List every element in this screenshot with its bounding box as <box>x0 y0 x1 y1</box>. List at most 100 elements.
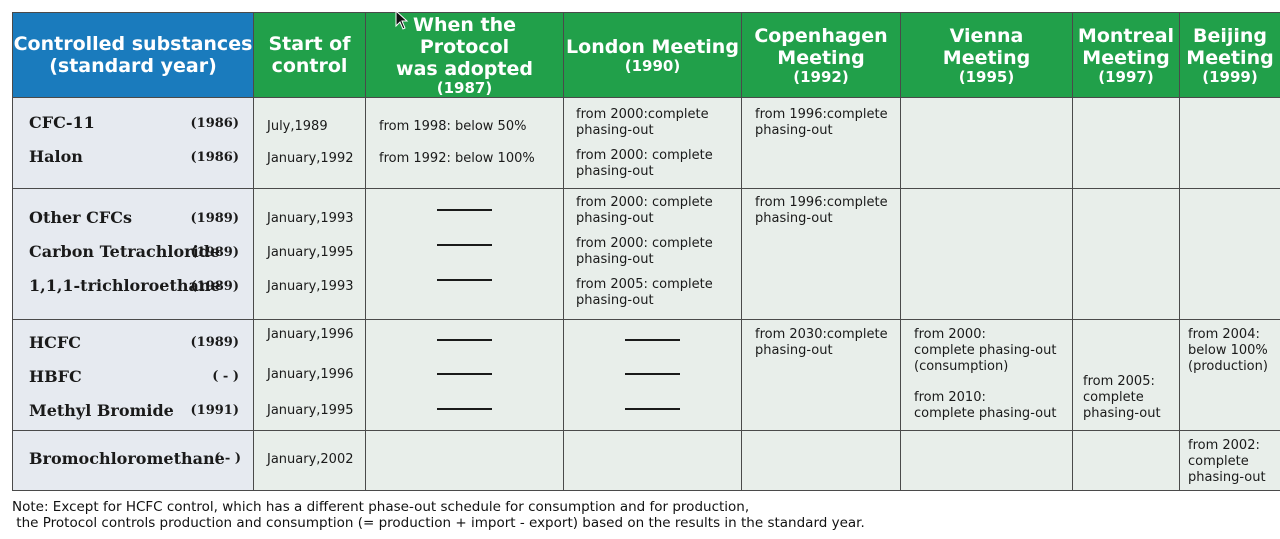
adopted-cell <box>365 430 564 491</box>
vienna-cell <box>900 188 1073 320</box>
copenhagen-text: from 1996:complete phasing-out <box>755 107 888 138</box>
substance-name: CFC-11 <box>29 113 95 132</box>
substances-cell: Other CFCs (1989) Carbon Tetrachloride (… <box>12 188 254 320</box>
header-text: (standard year) <box>49 55 217 77</box>
header-text: Montreal <box>1077 24 1175 47</box>
header-year: (1987) <box>436 78 493 97</box>
standard-year: (1989) <box>190 335 239 350</box>
start-cell: January,1996 January,1996 January,1995 <box>253 319 366 431</box>
copenhagen-cell: from 2030:complete phasing-out <box>741 319 901 431</box>
copenhagen-cell: from 1996:complete phasing-out <box>741 97 901 189</box>
london-cell: from 2000: complete phasing-out from 200… <box>563 188 742 320</box>
header-text: Meeting <box>1082 46 1170 69</box>
london-text: from 2000: complete phasing-out <box>576 195 713 226</box>
montreal-cell: from 2005: complete phasing-out <box>1072 319 1180 431</box>
header-london-meeting: London Meeting (1990) <box>563 12 742 98</box>
table-row: HCFC (1989) HBFC ( - ) Methyl Bromide (1… <box>12 319 1280 431</box>
london-text: from 2000:complete phasing-out <box>576 107 709 138</box>
montreal-text: from 2005: complete phasing-out <box>1083 374 1161 421</box>
start-date: January,2002 <box>267 452 354 467</box>
header-text: Meeting <box>942 46 1031 69</box>
protocol-table: Controlled substances (standard year) St… <box>12 12 1280 491</box>
substance-name: HBFC <box>29 367 82 386</box>
adopted-text: from 1998: below 50% <box>379 119 527 134</box>
not-applicable-dash <box>437 339 492 341</box>
header-year: (1990) <box>624 56 681 75</box>
vienna-text: from 2000: complete phasing-out (consump… <box>914 327 1057 374</box>
table-note: Note: Except for HCFC control, which has… <box>12 499 865 531</box>
copenhagen-text: from 2030:complete phasing-out <box>755 327 888 358</box>
start-date: January,1992 <box>267 151 354 166</box>
substances-cell: Bromochloromethane ( - ) <box>12 430 254 491</box>
standard-year: (1986) <box>190 150 239 165</box>
header-text: control <box>271 55 348 77</box>
header-beijing-meeting: Beijing Meeting (1999) <box>1179 12 1280 98</box>
beijing-cell <box>1179 188 1280 320</box>
standard-year: (1989) <box>190 279 239 294</box>
london-text: from 2005: complete phasing-out <box>576 277 713 308</box>
montreal-cell <box>1072 97 1180 189</box>
start-date: January,1993 <box>267 211 354 226</box>
standard-year: (1986) <box>190 116 239 131</box>
substance-name: Methyl Bromide <box>29 401 174 420</box>
standard-year: (1989) <box>190 245 239 260</box>
not-applicable-dash <box>625 339 680 341</box>
standard-year: (1991) <box>190 403 239 418</box>
montreal-cell <box>1072 430 1180 491</box>
copenhagen-text: from 1996:complete phasing-out <box>755 195 888 226</box>
header-year: (1999) <box>1202 67 1258 86</box>
substance-name: HCFC <box>29 333 81 352</box>
vienna-text: from 2010: complete phasing-out <box>914 390 1057 421</box>
london-cell <box>563 319 742 431</box>
substance-name: Other CFCs <box>29 208 132 227</box>
adopted-cell: from 1998: below 50% from 1992: below 10… <box>365 97 564 189</box>
standard-year: (1989) <box>190 211 239 226</box>
note-line-2: the Protocol controls production and con… <box>12 515 865 531</box>
standard-year: ( - ) <box>214 451 241 466</box>
header-montreal-meeting: Montreal Meeting (1997) <box>1072 12 1180 98</box>
mouse-cursor-icon <box>395 10 409 30</box>
start-date: January,1995 <box>267 403 354 418</box>
note-line-1: Note: Except for HCFC control, which has… <box>12 499 750 515</box>
header-protocol-adopted: When the Protocol was adopted (1987) <box>365 12 564 98</box>
header-text: Start of <box>268 33 351 55</box>
header-year: (1992) <box>793 67 849 86</box>
header-row: Controlled substances (standard year) St… <box>12 12 1280 98</box>
vienna-cell <box>900 97 1073 189</box>
header-text: Beijing <box>1192 24 1268 47</box>
header-text: Vienna <box>949 24 1024 47</box>
header-year: (1997) <box>1098 67 1154 86</box>
header-vienna-meeting: Vienna Meeting (1995) <box>900 12 1073 98</box>
beijing-cell <box>1179 97 1280 189</box>
start-date: July,1989 <box>267 119 328 134</box>
header-start-of-control: Start of control <box>253 12 366 98</box>
not-applicable-dash <box>625 408 680 410</box>
start-cell: January,1993 January,1995 January,1993 <box>253 188 366 320</box>
header-text: When the Protocol <box>412 13 516 58</box>
substances-cell: CFC-11 (1986) Halon (1986) <box>12 97 254 189</box>
standard-year: ( - ) <box>212 369 239 384</box>
montreal-cell <box>1072 188 1180 320</box>
header-text: Meeting <box>777 46 865 69</box>
beijing-cell: from 2004: below 100% (production) <box>1179 319 1280 431</box>
header-year: (1995) <box>958 67 1015 86</box>
not-applicable-dash <box>625 373 680 375</box>
header-text: was adopted <box>396 57 533 80</box>
substance-name: 1,1,1-trichloroethane <box>29 276 221 295</box>
adopted-text: from 1992: below 100% <box>379 151 535 166</box>
adopted-cell <box>365 319 564 431</box>
london-cell <box>563 430 742 491</box>
substances-cell: HCFC (1989) HBFC ( - ) Methyl Bromide (1… <box>12 319 254 431</box>
start-date: January,1993 <box>267 279 354 294</box>
header-text: Controlled substances <box>13 33 253 55</box>
beijing-text: from 2002: complete phasing-out <box>1188 438 1266 485</box>
header-text: London Meeting <box>566 35 739 58</box>
table-row: Other CFCs (1989) Carbon Tetrachloride (… <box>12 188 1280 320</box>
beijing-cell: from 2002: complete phasing-out <box>1179 430 1280 491</box>
table-row: Bromochloromethane ( - ) January,2002 fr… <box>12 430 1280 491</box>
not-applicable-dash <box>437 244 492 246</box>
start-date: January,1996 <box>267 367 354 382</box>
not-applicable-dash <box>437 373 492 375</box>
header-controlled-substances: Controlled substances (standard year) <box>12 12 254 98</box>
copenhagen-cell <box>741 430 901 491</box>
